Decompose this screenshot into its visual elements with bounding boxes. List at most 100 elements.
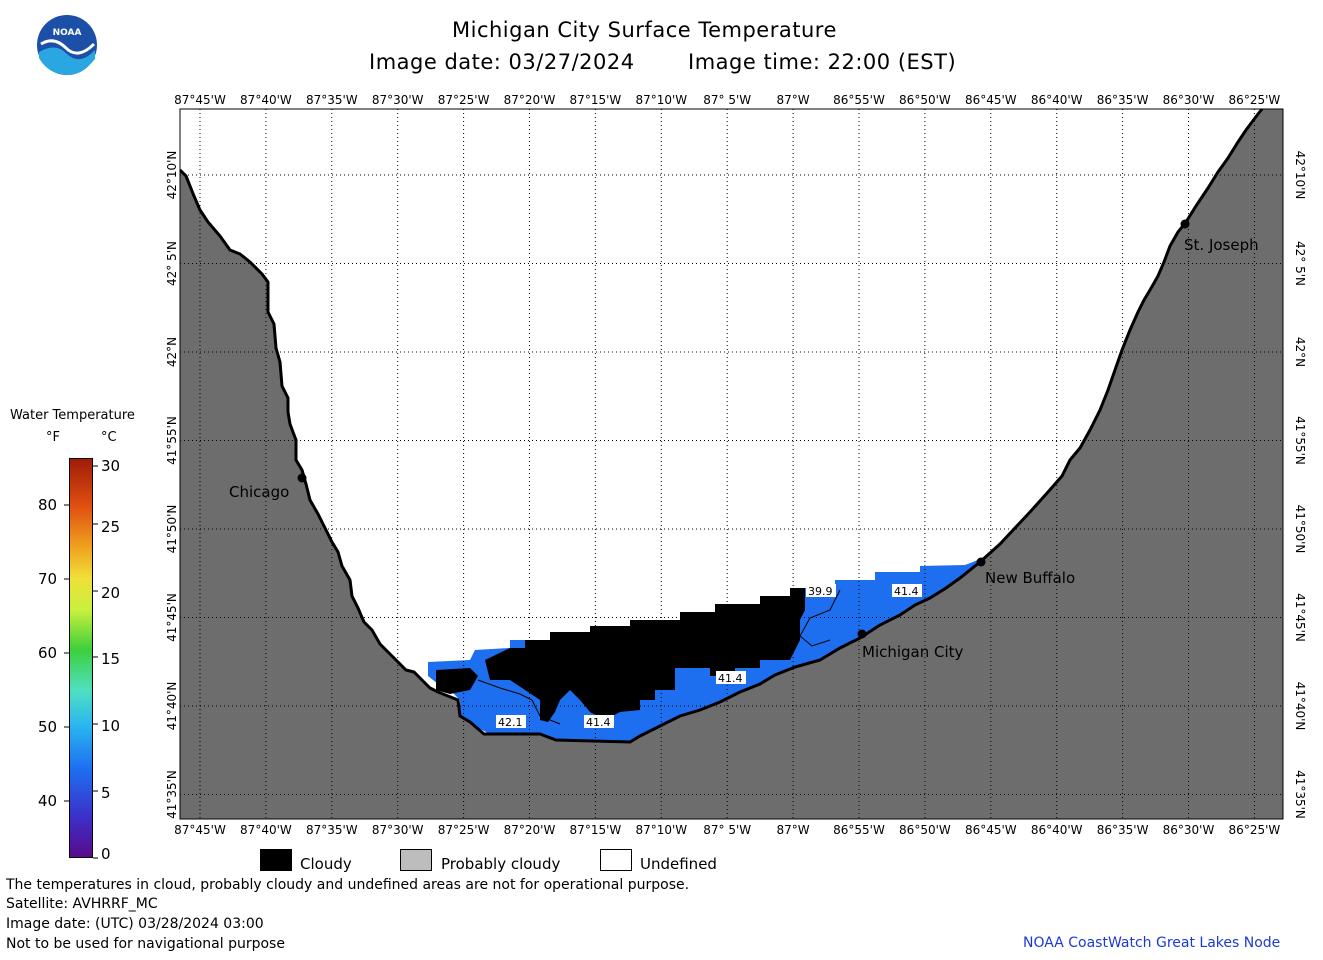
c-tick: 15 — [101, 650, 120, 668]
key-cloudy-label: Cloudy — [300, 855, 352, 873]
lon-tick-label-top: 86°50'W — [899, 93, 951, 107]
lon-tick-label-top: 87°45'W — [174, 93, 226, 107]
footer-utc-date: Image date: (UTC) 03/28/2024 03:00 — [6, 916, 264, 932]
city-label-chicago: Chicago — [229, 483, 289, 501]
noaa-logo: NOAA — [36, 14, 98, 76]
lon-tick-label-bottom: 87°35'W — [306, 823, 358, 837]
lat-tick-label-left: 41°40'N — [165, 682, 179, 731]
image-time: Image time: 22:00 (EST) — [688, 50, 957, 74]
lon-tick-label-top: 87°15'W — [570, 93, 622, 107]
legend-unit-c: °C — [101, 430, 117, 445]
lon-tick-label-bottom: 86°50'W — [899, 823, 951, 837]
logo-text: NOAA — [53, 28, 82, 38]
lat-tick-label-right: 42°10'N — [1293, 151, 1307, 200]
lat-tick-label-right: 41°35'N — [1293, 770, 1307, 819]
lat-tick-label-left: 41°45'N — [165, 593, 179, 642]
c-tick: 10 — [101, 717, 120, 735]
lat-tick-label-left: 42°10'N — [165, 151, 179, 200]
svg-text:42.1: 42.1 — [498, 716, 523, 729]
key-undefined-swatch — [600, 849, 632, 871]
lon-tick-label-bottom: 87°10'W — [635, 823, 687, 837]
lon-tick-label-bottom: 87°W — [777, 823, 810, 837]
cloud-region — [436, 668, 478, 694]
lat-tick-label-right: 42° 5'N — [1293, 241, 1307, 286]
page-title: Michigan City Surface Temperature — [452, 18, 837, 42]
lon-tick-label-bottom: 86°25'W — [1229, 823, 1281, 837]
lon-tick-label-top: 86°30'W — [1163, 93, 1215, 107]
lon-tick-label-top: 87°40'W — [240, 93, 292, 107]
lat-tick-label-right: 41°40'N — [1293, 682, 1307, 731]
footer-nav-warning: Not to be used for navigational purpose — [6, 936, 285, 952]
lon-tick-label-top: 87°25'W — [438, 93, 490, 107]
footer-satellite: Satellite: AVHRRF_MC — [6, 896, 158, 912]
lat-tick-label-left: 41°55'N — [165, 416, 179, 465]
lon-tick-label-bottom: 87°20'W — [504, 823, 556, 837]
lon-tick-label-bottom: 87°40'W — [240, 823, 292, 837]
cloud-region — [520, 656, 580, 690]
lon-tick-label-bottom: 87°25'W — [438, 823, 490, 837]
footer-credit: NOAA CoastWatch Great Lakes Node — [1023, 935, 1281, 951]
svg-text:39.9: 39.9 — [808, 585, 833, 598]
lon-tick-label-top: 87°30'W — [372, 93, 424, 107]
c-tick: 0 — [101, 845, 111, 863]
svg-text:41.4: 41.4 — [894, 585, 919, 598]
temperature-contour — [799, 589, 841, 647]
f-tick: 60 — [38, 644, 57, 662]
lat-tick-label-right: 41°50'N — [1293, 505, 1307, 554]
temp-label: 41.4 — [584, 715, 614, 729]
lon-tick-label-bottom: 86°30'W — [1163, 823, 1215, 837]
lon-tick-label-top: 86°40'W — [1031, 93, 1083, 107]
lat-tick-label-left: 41°35'N — [165, 770, 179, 819]
lon-tick-label-bottom: 87°45'W — [174, 823, 226, 837]
lon-tick-label-bottom: 87°15'W — [570, 823, 622, 837]
city-label-michigan-city: Michigan City — [862, 643, 964, 661]
temp-label: 41.4 — [716, 671, 746, 685]
key-undefined-label: Undefined — [640, 855, 717, 873]
f-tick: 70 — [38, 570, 57, 588]
city-marker-st-joseph — [1180, 219, 1190, 229]
lon-tick-label-bottom: 87° 5'W — [703, 823, 751, 837]
f-tick: 80 — [38, 496, 57, 514]
city-marker-michigan-city — [857, 629, 867, 639]
c-tick: 20 — [101, 584, 120, 602]
lat-tick-label-right: 41°45'N — [1293, 593, 1307, 642]
lat-tick-label-left: 42° 5'N — [165, 241, 179, 286]
lon-tick-label-top: 87°35'W — [306, 93, 358, 107]
lat-tick-label-right: 42°N — [1293, 337, 1307, 367]
lat-tick-label-left: 42°N — [165, 337, 179, 367]
image-date: Image date: 03/27/2024 — [369, 50, 635, 74]
lat-tick-label-right: 41°55'N — [1293, 416, 1307, 465]
city-label-st-joseph: St. Joseph — [1184, 236, 1259, 254]
lon-tick-label-top: 86°55'W — [833, 93, 885, 107]
lat-tick-label-left: 41°50'N — [165, 505, 179, 554]
f-tick: 40 — [38, 792, 57, 810]
lon-tick-label-top: 87°20'W — [504, 93, 556, 107]
key-cloudy-swatch — [260, 849, 292, 871]
city-marker-chicago — [297, 473, 307, 483]
city-marker-new-buffalo — [976, 557, 986, 567]
svg-text:41.4: 41.4 — [586, 716, 611, 729]
key-probably-cloudy-swatch — [400, 849, 432, 871]
footer-note: The temperatures in cloud, probably clou… — [6, 877, 690, 893]
lon-tick-label-top: 87°10'W — [635, 93, 687, 107]
temperature-contour — [477, 679, 561, 725]
temp-label: 39.9 — [806, 584, 836, 598]
c-tick: 25 — [101, 518, 120, 536]
lon-tick-label-bottom: 86°35'W — [1097, 823, 1149, 837]
lon-tick-label-top: 86°25'W — [1229, 93, 1281, 107]
f-tick: 50 — [38, 718, 57, 736]
temperature-color-bar — [69, 458, 93, 858]
legend-unit-f: °F — [46, 430, 60, 445]
lon-tick-label-bottom: 86°40'W — [1031, 823, 1083, 837]
key-probably-cloudy-label: Probably cloudy — [441, 855, 561, 873]
shoreline — [180, 109, 1264, 744]
lon-tick-label-top: 86°35'W — [1097, 93, 1149, 107]
lon-tick-label-top: 87°W — [777, 93, 810, 107]
land-area — [180, 109, 1283, 819]
color-bar-ticks: 80 70 60 50 40 30 25 20 15 10 5 0 — [38, 457, 120, 863]
lon-tick-label-bottom: 86°45'W — [965, 823, 1017, 837]
temp-label: 41.4 — [892, 584, 922, 598]
temp-label: 42.1 — [496, 715, 526, 729]
lon-tick-label-top: 87° 5'W — [703, 93, 751, 107]
lon-tick-label-bottom: 86°55'W — [833, 823, 885, 837]
